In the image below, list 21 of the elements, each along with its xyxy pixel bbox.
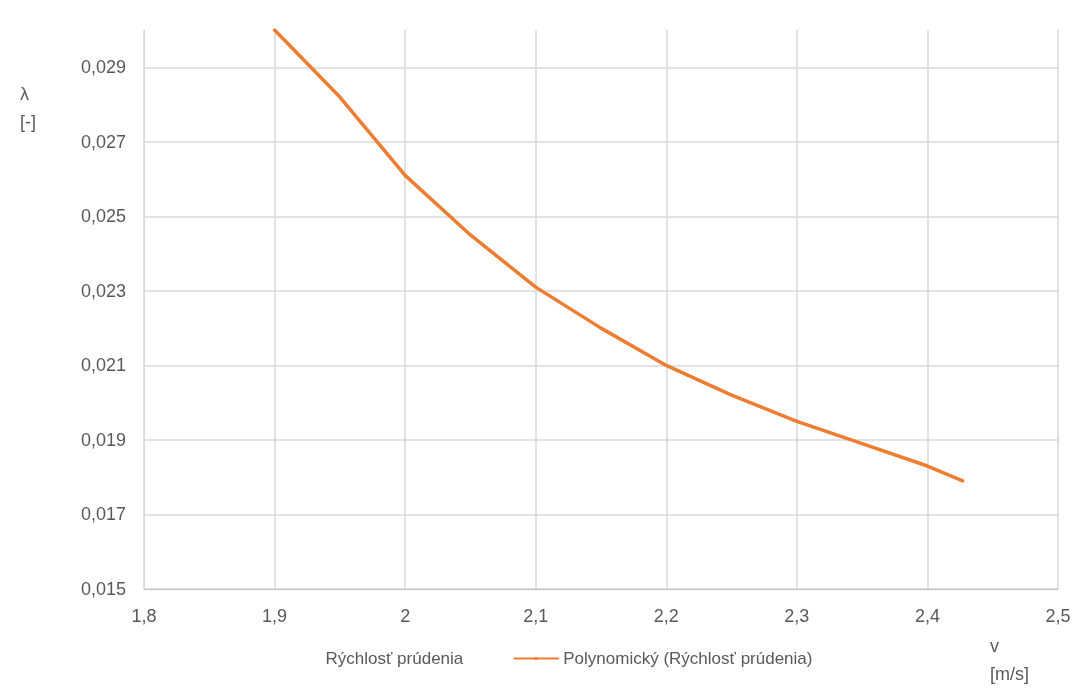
x-tick-label: 2,5 xyxy=(1045,606,1071,626)
x-axis-title: v [m/s] xyxy=(990,636,1029,684)
y-tick-label: 0,017 xyxy=(80,504,126,525)
y-tick-label: 0,021 xyxy=(80,355,126,376)
x-tick-label: 2,4 xyxy=(914,606,940,626)
text: Rýchlosť prúdenia xyxy=(325,649,464,668)
y-tick-label: 0,027 xyxy=(80,131,126,152)
y-tick-label: 0,025 xyxy=(80,206,126,227)
legend-label: Polynomický (Rýchlosť prúdenia) xyxy=(563,649,813,668)
x-tick-label: 2,3 xyxy=(784,606,810,626)
x-tick-label: 1,8 xyxy=(131,606,157,626)
x-tick-label: 2,1 xyxy=(523,606,549,626)
y-tick-label: 0,019 xyxy=(80,429,126,450)
y-tick-label: 0,023 xyxy=(80,280,126,301)
x-tick-label: 2,2 xyxy=(653,606,679,626)
x-tick-label: 2 xyxy=(400,606,411,626)
y-tick-label: 0,029 xyxy=(80,57,126,78)
x-tick-label: 1,9 xyxy=(262,606,288,626)
line-series xyxy=(272,28,965,483)
y-tick-label: 0,015 xyxy=(80,579,126,599)
y-axis-title: λ [-] xyxy=(20,84,36,132)
